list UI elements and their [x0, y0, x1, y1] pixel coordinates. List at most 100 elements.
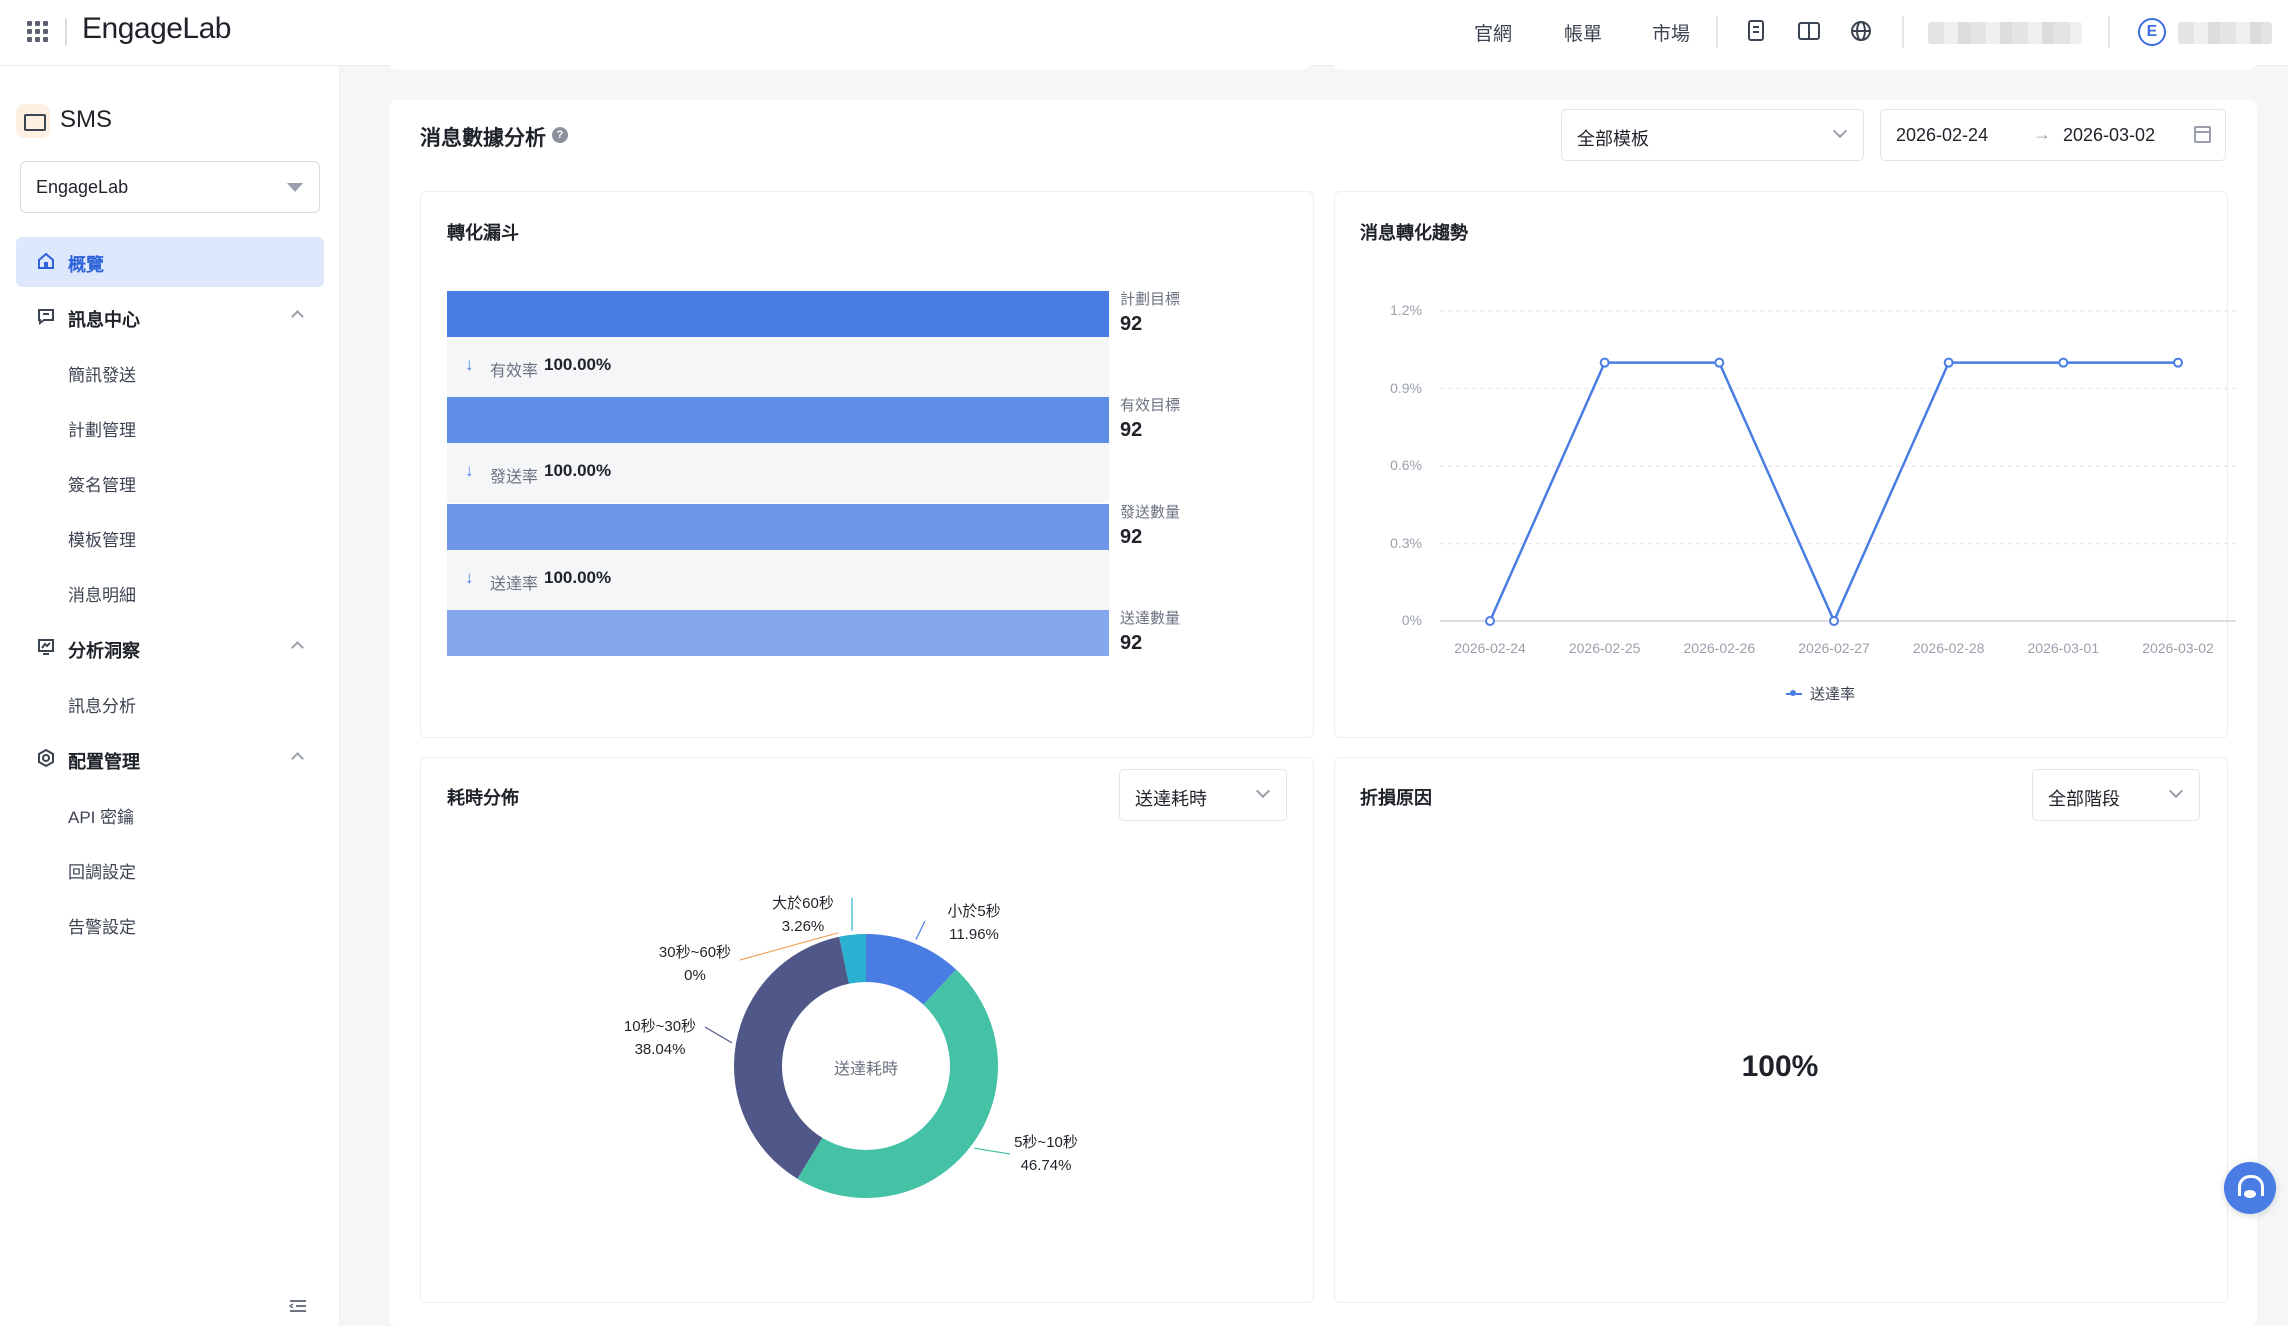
template-select[interactable]: 全部模板	[1561, 109, 1864, 161]
leader-line	[974, 1147, 1011, 1155]
support-headset-icon[interactable]	[2224, 1162, 2276, 1214]
engagelab-logo[interactable]: EngageLab	[82, 12, 232, 45]
leader-line	[704, 1026, 733, 1044]
trend-panel	[1334, 191, 2228, 738]
sidebar-item-signature-management[interactable]: 簽名管理	[68, 476, 136, 495]
sidebar-item-label: 分析洞察	[68, 641, 140, 661]
calendar-icon[interactable]	[2194, 126, 2211, 143]
funnel-rate-row: ↓ 有效率 100.00%	[447, 337, 1109, 397]
card-strip	[389, 48, 1311, 70]
duration-select-value: 送達耗時	[1135, 789, 1207, 809]
arrow-down-icon: ↓	[465, 355, 474, 374]
divider	[65, 18, 67, 46]
data-point[interactable]	[1829, 616, 1839, 626]
funnel-rate-value: 100.00%	[544, 461, 612, 480]
funnel-rate-row: ↓ 發送率 100.00%	[447, 443, 1109, 503]
data-point[interactable]	[2173, 357, 2183, 368]
leader-line	[739, 932, 839, 961]
stage-select[interactable]: 全部階段	[2032, 769, 2200, 821]
avatar-icon[interactable]: E	[2138, 18, 2166, 46]
y-tick-label: 0.3%	[1390, 534, 1422, 551]
sidebar: SMS EngageLab 概覽 訊息中心 簡訊發送 計劃管理 簽名管理 模板管…	[0, 66, 340, 1326]
loss-title: 折損原因	[1360, 788, 1432, 808]
redacted-username[interactable]	[2178, 22, 2272, 44]
sidebar-item-overview[interactable]: 概覽	[16, 237, 324, 287]
trend-legend-label[interactable]: 送達率	[1810, 686, 1856, 703]
card-strip	[1333, 48, 2257, 70]
sidebar-item-message-center[interactable]: 訊息中心	[16, 292, 324, 342]
nav-official-site[interactable]: 官網	[1474, 24, 1513, 45]
data-point[interactable]	[1599, 357, 1610, 368]
loss-panel	[1334, 757, 2228, 1303]
x-tick-label: 2026-02-27	[1798, 640, 1870, 656]
project-select[interactable]: EngageLab	[20, 161, 320, 213]
donut-label-5-10s: 5秒~10秒 46.74%	[986, 1131, 1106, 1177]
x-tick-label: 2026-03-01	[2027, 640, 2100, 656]
duration-type-select[interactable]: 送達耗時	[1119, 769, 1287, 821]
document-icon[interactable]	[1744, 18, 1770, 44]
nav-market[interactable]: 市場	[1652, 24, 1691, 45]
funnel-bar[interactable]	[447, 610, 1109, 656]
book-icon[interactable]	[1796, 18, 1822, 44]
collapse-sidebar-icon[interactable]	[288, 1298, 308, 1314]
globe-icon[interactable]	[1848, 18, 1874, 44]
date-end[interactable]: 2026-03-02	[2063, 125, 2156, 145]
sidebar-item-sms-send[interactable]: 簡訊發送	[68, 366, 136, 385]
label-name: 大於60秒	[772, 895, 834, 912]
funnel-bar[interactable]	[447, 397, 1109, 443]
donut-label-over-60s: 大於60秒 3.26%	[743, 892, 863, 938]
leader-line	[915, 920, 926, 940]
page-title: 消息數據分析	[420, 127, 546, 150]
sidebar-item-plan-management[interactable]: 計劃管理	[68, 421, 136, 440]
funnel-bar[interactable]	[447, 504, 1109, 550]
funnel-stage-label: 發送數量	[1120, 504, 1181, 521]
product-title: SMS	[60, 106, 113, 133]
sms-product-icon	[16, 104, 50, 138]
help-icon[interactable]: ?	[552, 127, 568, 143]
y-tick-label: 0.9%	[1390, 379, 1422, 396]
donut-slice[interactable]	[734, 936, 849, 1179]
funnel-stage-value: 92	[1120, 526, 1143, 548]
label-pct: 0%	[684, 967, 706, 984]
label-name: 30秒~60秒	[658, 944, 732, 961]
date-start[interactable]: 2026-02-24	[1896, 125, 1989, 145]
donut-label-under-5s: 小於5秒 11.96%	[914, 900, 1034, 946]
donut-slice[interactable]	[839, 934, 866, 984]
legend-marker	[1786, 690, 1802, 696]
y-tick-label: 0%	[1401, 612, 1422, 628]
grid-apps-icon[interactable]	[27, 21, 49, 43]
sidebar-item-api-key[interactable]: API 密鑰	[68, 808, 135, 827]
sidebar-item-message-details[interactable]: 消息明細	[68, 586, 136, 605]
sidebar-item-callback-settings[interactable]: 回調設定	[68, 863, 136, 882]
data-point[interactable]	[2058, 357, 2069, 368]
divider	[2108, 16, 2110, 48]
stage-select-value: 全部階段	[2048, 789, 2120, 809]
nav-billing[interactable]: 帳單	[1564, 24, 1603, 45]
funnel-stage-label: 有效目標	[1120, 397, 1181, 414]
funnel-rate-label: 有效率	[490, 363, 539, 380]
donut-center-label: 送達耗時	[833, 1061, 898, 1078]
funnel-bar[interactable]	[447, 291, 1109, 337]
date-range-picker[interactable]: 2026-02-24 → 2026-03-02	[1880, 109, 2226, 161]
sidebar-item-message-analysis[interactable]: 訊息分析	[68, 697, 136, 716]
sidebar-item-alert-settings[interactable]: 告警設定	[68, 918, 136, 937]
donut-slice[interactable]	[866, 934, 957, 1005]
label-name: 小於5秒	[947, 903, 1001, 920]
sidebar-item-config[interactable]: 配置管理	[16, 734, 324, 784]
home-icon	[38, 252, 54, 269]
funnel-stage-value: 92	[1120, 313, 1143, 335]
donut-slice[interactable]	[797, 969, 999, 1199]
data-point[interactable]	[1714, 357, 1725, 368]
data-point[interactable]	[1485, 616, 1495, 626]
data-point[interactable]	[1943, 357, 1954, 368]
sidebar-item-analytics[interactable]: 分析洞察	[16, 623, 324, 673]
x-tick-label: 2026-02-26	[1683, 640, 1756, 656]
sidebar-item-template-management[interactable]: 模板管理	[68, 531, 136, 550]
label-name: 10秒~30秒	[623, 1018, 697, 1035]
chevron-down-icon	[2168, 783, 2184, 799]
funnel-stage-label: 送達數量	[1120, 610, 1181, 627]
caret-down-icon	[287, 183, 303, 192]
funnel-rate-value: 100.00%	[544, 355, 612, 374]
funnel-stage-value: 92	[1120, 632, 1143, 654]
arrow-down-icon: ↓	[465, 568, 474, 587]
